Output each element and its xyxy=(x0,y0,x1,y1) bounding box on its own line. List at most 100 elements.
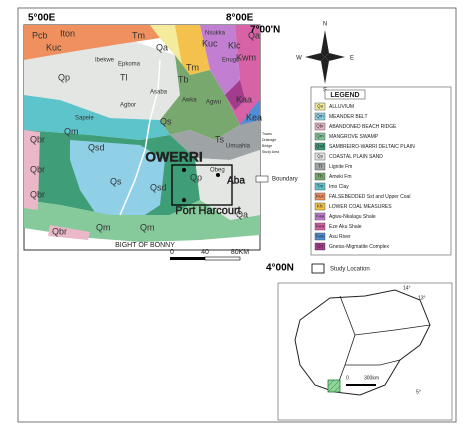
map-unit-label: Qs xyxy=(110,176,122,186)
coord-label: 5°00E xyxy=(28,13,56,24)
map-unit-label: Qa xyxy=(156,42,168,52)
map-unit-label: Kaa xyxy=(236,94,252,104)
legend-label: Asu River xyxy=(329,234,351,240)
legend-code: Tl xyxy=(318,164,322,169)
map-unit-label: Qbr xyxy=(30,164,45,174)
legend-label: Imo Clay xyxy=(329,184,349,190)
map-unit-label: Kwm xyxy=(236,52,256,62)
geo-unit xyxy=(24,95,170,140)
town-label: Obeg xyxy=(210,168,225,174)
scale-label: 80KM xyxy=(231,249,249,256)
map-unit-label: Tb xyxy=(178,74,189,84)
key-label: Bridge xyxy=(262,144,272,148)
legend-code: Kaa xyxy=(316,214,325,219)
town-label: Sapele xyxy=(75,116,94,122)
geo-unit xyxy=(24,25,160,60)
scale-bar xyxy=(170,257,205,260)
map-unit-label: Qsd xyxy=(88,142,105,152)
map-unit-label: Qbr xyxy=(30,134,45,144)
inset-map xyxy=(277,282,453,421)
scale-label: 40 xyxy=(201,249,209,256)
map-unit-label: Kuc xyxy=(46,42,62,52)
legend-code: Qa xyxy=(317,104,324,109)
study-town: Aba xyxy=(227,176,245,187)
map-unit-label: Tm xyxy=(186,62,199,72)
legend-swatch xyxy=(314,232,326,241)
legend-label: COASTAL PLAIN SAND xyxy=(329,154,383,160)
legend-label: Eze Aku Shale xyxy=(329,224,362,230)
scale-bar xyxy=(204,256,241,261)
geo-unit xyxy=(200,25,240,95)
legend-label: Gneiss-Migmatite Complex xyxy=(329,244,390,250)
geo-unit xyxy=(240,100,260,125)
inset-scale: 0 xyxy=(346,375,349,381)
geo-unit xyxy=(24,130,40,210)
town-dot xyxy=(216,173,220,177)
boundary-label: Boundary xyxy=(272,177,298,183)
legend-code: Qbr xyxy=(316,124,324,129)
legend-code: Tb xyxy=(317,174,323,179)
legend-label: MEANDER BELT xyxy=(329,114,368,120)
legend-swatch xyxy=(314,212,326,221)
key-label: Towns xyxy=(262,132,272,136)
geo-unit xyxy=(160,55,240,140)
map-unit-label: Qp xyxy=(58,72,70,82)
boundary-swatch xyxy=(255,175,269,183)
key-label: Drainage xyxy=(262,138,276,142)
legend-label: MANGROVE SWAMP xyxy=(329,134,379,140)
geo-unit xyxy=(195,150,260,220)
coord-label: 4°00N xyxy=(266,263,294,274)
legend-code: Gn xyxy=(317,244,324,249)
legend-swatch xyxy=(314,162,326,171)
legend-swatch xyxy=(314,182,326,191)
legend-label: Agwu-Nkalagu Shale xyxy=(329,214,376,220)
geo-unit xyxy=(24,40,180,120)
scale-label: 0 xyxy=(170,249,174,256)
map-unit-label: Tm xyxy=(132,30,145,40)
legend-swatch xyxy=(314,192,326,201)
geo-unit xyxy=(170,120,260,160)
legend-swatch xyxy=(314,202,326,211)
map-unit-label: Qp xyxy=(190,172,202,182)
map-unit-label: Iton xyxy=(60,28,75,38)
map-unit-label: Qa xyxy=(248,30,260,40)
inset-coord: 14° xyxy=(403,285,411,291)
legend-code: Kea xyxy=(316,224,325,229)
town-label: Nsukka xyxy=(205,31,226,37)
legend-swatch xyxy=(314,132,326,141)
town-label: Epkoma xyxy=(118,62,141,68)
study-location-label: Study Location xyxy=(330,267,370,273)
legend-title-box xyxy=(324,89,366,100)
town-dot xyxy=(182,198,186,202)
map-unit-label: Qa xyxy=(236,209,248,219)
sea-label: BIGHT OF BONNY xyxy=(115,242,175,249)
legend-code: Qsd xyxy=(316,144,325,149)
legend-code: Tm xyxy=(317,184,324,189)
legend-swatch xyxy=(314,172,326,181)
legend-code: Kuc xyxy=(316,194,325,199)
compass xyxy=(305,30,345,84)
legend-code: Kas xyxy=(316,234,325,239)
compass-label: W xyxy=(296,56,302,62)
inset-coord: 13° xyxy=(418,295,426,301)
legend-swatch xyxy=(314,242,326,251)
key-label: Study Area xyxy=(262,150,279,154)
study-location-swatch xyxy=(311,263,325,274)
legend-swatch xyxy=(314,102,326,111)
legend-code: Qm xyxy=(316,134,324,139)
legend-code: Qp xyxy=(317,154,324,159)
inset-scale: 300km xyxy=(364,375,379,381)
legend-label: ALLUVIUM xyxy=(329,104,354,110)
compass-label: E xyxy=(350,56,354,62)
legend-swatch xyxy=(314,142,326,151)
geology-map xyxy=(23,24,261,261)
legend-label: Lignite Fm xyxy=(329,164,352,170)
town-label: Enugu xyxy=(222,58,239,64)
map-unit-label: Qm xyxy=(96,222,111,232)
study-area xyxy=(171,164,233,206)
inset-coord: 5° xyxy=(416,389,421,395)
map-unit-label: Kea xyxy=(246,112,262,122)
legend-swatch xyxy=(314,152,326,161)
study-town: OWERRI xyxy=(145,149,203,165)
